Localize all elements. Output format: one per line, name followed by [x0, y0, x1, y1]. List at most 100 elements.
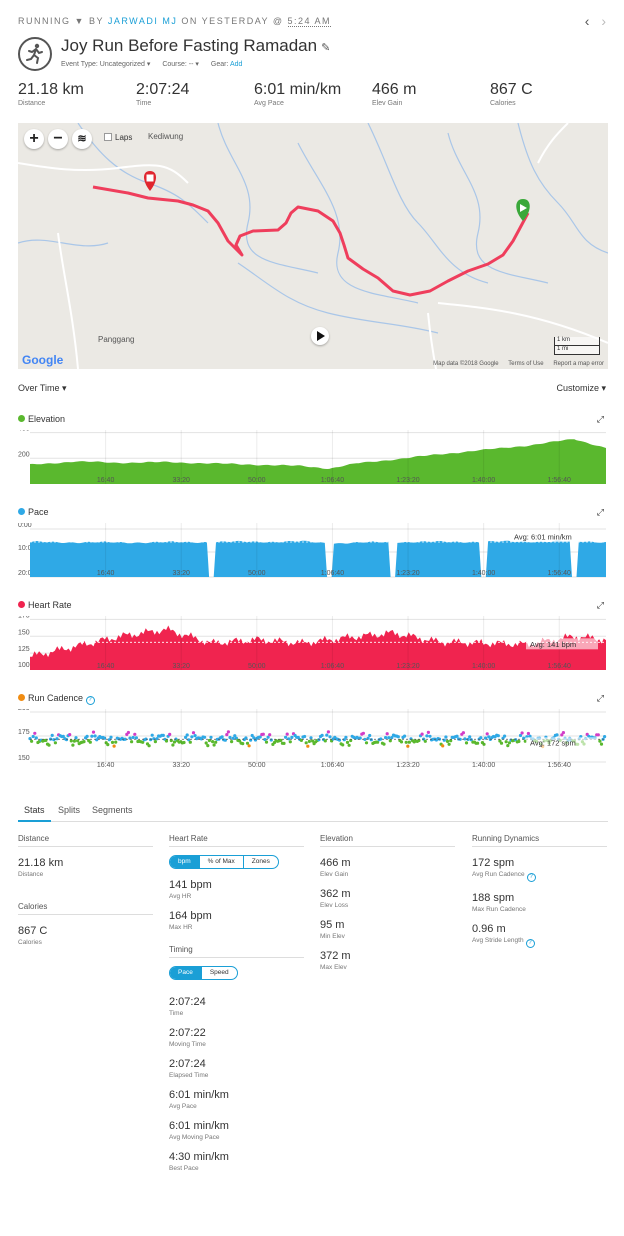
elevation-chart-title: Elevation — [18, 414, 608, 428]
expand-icon[interactable]: ⤢ — [596, 600, 604, 610]
pace-area — [30, 540, 606, 577]
x-tick-label: 50:00 — [248, 570, 266, 577]
route-map[interactable]: + − ≋ Laps Kediwung Panggang 1 km 1 mi G… — [18, 123, 608, 369]
cadence-point — [123, 737, 127, 741]
expand-icon[interactable]: ⤢ — [596, 507, 604, 517]
stat-distance: 21.18 km Distance — [18, 857, 64, 878]
zoom-in-button[interactable]: + — [24, 129, 44, 149]
edit-pencil-icon[interactable]: ✎ — [321, 42, 331, 54]
laps-checkbox[interactable]: Laps — [104, 133, 132, 142]
cadence-point — [303, 734, 307, 739]
pace-chart-plot[interactable]: 0:00 10:00 20:00 16:40 33:20 50:00 1:06:40 1:23… — [18, 523, 608, 583]
cadence-point — [420, 732, 424, 736]
cadence-point — [155, 737, 159, 741]
help-icon[interactable]: ? — [85, 696, 95, 705]
summary-avg-pace: 6:01 min/km Avg Pace — [254, 81, 342, 107]
timing-toggle-speed[interactable]: Speed — [200, 967, 237, 979]
timing-toggle-pace[interactable]: Pace — [170, 967, 201, 979]
time-label[interactable]: 5:24 AM — [287, 16, 332, 27]
activity-nav: ‹ › — [577, 13, 606, 29]
cadence-point — [212, 743, 216, 747]
elevation-chart-plot[interactable]: 400 200 16:40 33:20 50:00 1:06:40 1:23:20 1:40:… — [18, 430, 608, 490]
help-icon[interactable]: ? — [526, 873, 536, 882]
event-type-select[interactable]: Event Type: Uncategorized ▾ — [61, 61, 151, 68]
stat-avg-run-cadence: 172 spm Avg Run Cadence? — [472, 857, 607, 882]
cadence-point — [209, 735, 213, 739]
tab-segments[interactable]: Segments — [92, 805, 133, 815]
cadence-point — [69, 739, 73, 743]
layers-icon[interactable]: ≋ — [72, 129, 92, 149]
heart-rate-chart-plot[interactable]: 175 150 125 100 16:40 33:20 50:00 1:06:40 1:23:2… — [18, 616, 608, 676]
cadence-point — [503, 734, 507, 738]
terms-link[interactable]: Terms of Use — [508, 361, 544, 367]
over-time-dropdown[interactable]: Over Time ▾ — [18, 383, 67, 393]
summary-elev-gain: 466 m Elev Gain — [372, 81, 417, 107]
y-tick-label: 400 — [18, 430, 30, 433]
hr-toggle-bpm[interactable]: bpm — [170, 856, 199, 868]
x-tick-label: 1:56:40 — [548, 663, 571, 670]
cadence-point — [288, 740, 292, 744]
cadence-point — [55, 737, 59, 741]
date-label: ON YESTERDAY @ — [181, 16, 284, 26]
cadence-point — [241, 742, 245, 746]
tab-stats[interactable]: Stats — [18, 805, 51, 822]
cadence-point — [184, 735, 188, 739]
cadence-point — [379, 737, 383, 741]
tab-splits[interactable]: Splits — [58, 805, 81, 815]
cadence-point — [161, 733, 165, 737]
cadence-point — [526, 731, 530, 736]
customize-dropdown[interactable]: Customize ▾ — [556, 383, 606, 393]
cadence-point — [384, 736, 388, 740]
cadence-point — [82, 740, 86, 744]
cadence-point — [93, 734, 97, 738]
cadence-point — [345, 740, 350, 744]
cadence-point — [164, 739, 169, 743]
x-tick-label: 1:40:00 — [472, 570, 495, 577]
expand-icon[interactable]: ⤢ — [596, 693, 604, 703]
hr-unit-toggle: bpm % of Max Zones — [169, 855, 279, 869]
hr-toggle-zones[interactable]: Zones — [242, 856, 278, 868]
sport-dropdown-icon[interactable]: ▼ — [74, 16, 85, 26]
cadence-point — [85, 734, 89, 738]
zoom-out-button[interactable]: − — [48, 129, 68, 149]
cadence-point — [368, 733, 372, 738]
gear-add-link[interactable]: Add — [229, 61, 243, 68]
map-label-panggang: Panggang — [98, 335, 135, 344]
x-tick-label: 33:20 — [172, 477, 190, 484]
cadence-point — [441, 744, 445, 748]
cadence-point — [284, 735, 288, 739]
y-tick-label: 175 — [18, 729, 30, 736]
report-error-link[interactable]: Report a map error — [553, 361, 604, 367]
cadence-point — [464, 741, 469, 745]
y-tick-label: 20:00 — [18, 570, 36, 577]
map-attribution: Map data ©2018 Google Terms of Use Repor… — [425, 361, 604, 367]
activity-title[interactable]: Joy Run Before Fasting Ramadan ✎ — [61, 36, 330, 56]
cadence-point — [423, 739, 427, 743]
course-select[interactable]: Course: -- ▾ — [162, 61, 199, 68]
x-tick-label: 16:40 — [97, 477, 115, 484]
cadence-point — [90, 734, 94, 738]
y-tick-label: 150 — [18, 629, 30, 636]
cadence-point — [466, 737, 470, 741]
run-cadence-chart-plot[interactable]: 200 175 150 16:40 33:20 50:00 1:06:40 1:23:20 1:… — [18, 709, 608, 769]
play-route-button[interactable] — [311, 327, 329, 345]
help-icon[interactable]: ? — [525, 939, 535, 948]
hr-toggle-percent-max[interactable]: % of Max — [198, 856, 243, 868]
start-marker-icon[interactable] — [516, 199, 530, 221]
cadence-point — [428, 734, 432, 738]
cadence-point — [188, 740, 192, 744]
end-marker-icon[interactable] — [144, 171, 156, 191]
route-line — [92, 185, 530, 297]
prev-activity-icon[interactable]: ‹ — [584, 13, 590, 29]
map-canvas — [18, 123, 608, 369]
author-link[interactable]: JARWADI MJ — [107, 16, 178, 26]
timing-toggle: Pace Speed — [169, 966, 238, 980]
expand-icon[interactable]: ⤢ — [596, 414, 604, 424]
cadence-point — [91, 730, 96, 734]
cadence-point — [468, 735, 472, 739]
summary-calories: 867 C Calories — [490, 81, 533, 107]
cadence-point — [231, 736, 235, 740]
cadence-point — [341, 743, 345, 747]
cadence-point — [463, 737, 467, 741]
next-activity-icon[interactable]: › — [601, 13, 606, 29]
